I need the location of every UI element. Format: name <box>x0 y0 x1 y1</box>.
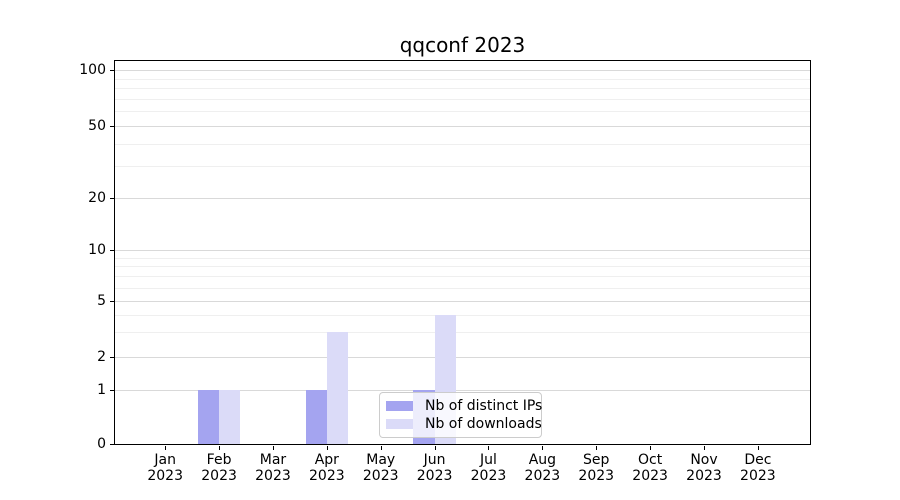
y-tick-mark <box>110 250 114 251</box>
x-axis-tick-label: Jul 2023 <box>470 452 507 484</box>
minor-gridline <box>115 276 810 278</box>
major-gridline <box>115 198 810 199</box>
minor-gridline <box>115 143 810 145</box>
right-spine <box>810 60 811 445</box>
x-axis-tick-label: Nov 2023 <box>686 452 722 484</box>
x-axis-tick-label: Jun 2023 <box>416 452 453 484</box>
x-tick-mark <box>326 446 328 450</box>
x-tick-mark <box>704 446 705 450</box>
bar-distinct-ips <box>305 390 327 444</box>
y-tick-mark <box>110 70 114 71</box>
major-gridline <box>115 250 810 251</box>
y-axis-tick-label: 5 <box>97 293 106 309</box>
minor-gridline <box>115 287 810 289</box>
minor-gridline <box>115 314 810 316</box>
major-gridline <box>115 390 810 391</box>
major-gridline <box>115 70 810 71</box>
minor-gridline <box>115 266 810 268</box>
minor-gridline <box>115 166 810 168</box>
x-axis-line <box>114 444 811 445</box>
x-axis-tick-label: May 2023 <box>362 452 399 484</box>
x-axis-tick-label: Aug 2023 <box>524 452 561 484</box>
legend: Nb of distinct IPs Nb of downloads <box>379 392 542 438</box>
y-tick-mark <box>110 126 114 127</box>
legend-label-distinct-ips: Nb of distinct IPs <box>425 398 543 414</box>
y-tick-mark <box>110 390 114 391</box>
minor-gridline <box>115 88 810 90</box>
legend-swatch-downloads <box>386 419 413 429</box>
x-tick-mark <box>542 446 544 450</box>
x-axis-tick-label: Jan 2023 <box>147 452 183 484</box>
y-axis-tick-label: 10 <box>88 242 106 258</box>
minor-gridline <box>115 332 810 334</box>
x-tick-mark <box>165 446 167 450</box>
minor-gridline <box>115 111 810 113</box>
x-axis-tick-label: Apr 2023 <box>309 452 345 484</box>
chart-title: qqconf 2023 <box>399 33 526 57</box>
bar-downloads <box>326 332 349 444</box>
y-axis-tick-label: 1 <box>97 382 106 398</box>
y-tick-mark <box>110 198 114 199</box>
y-tick-mark <box>110 301 114 302</box>
legend-swatch-distinct-ips <box>386 401 413 411</box>
legend-entry-downloads: Nb of downloads <box>386 416 542 432</box>
minor-gridline <box>115 257 810 259</box>
x-tick-mark <box>650 446 652 450</box>
bar-downloads <box>219 390 241 444</box>
bar-distinct-ips <box>197 390 220 444</box>
left-spine <box>114 60 115 445</box>
minor-gridline <box>115 78 810 80</box>
major-gridline <box>115 301 810 302</box>
x-tick-mark <box>434 446 436 450</box>
major-gridline <box>115 126 810 127</box>
x-axis-tick-label: Oct 2023 <box>632 452 668 484</box>
x-tick-mark <box>757 446 759 450</box>
y-tick-mark <box>110 357 114 358</box>
x-axis-tick-label: Mar 2023 <box>255 452 291 484</box>
top-spine <box>114 60 811 61</box>
y-axis-tick-label: 0 <box>97 436 106 452</box>
legend-label-downloads: Nb of downloads <box>425 416 542 432</box>
y-axis-tick-label: 20 <box>88 190 106 206</box>
x-tick-mark <box>219 446 221 450</box>
x-axis-tick-label: Dec 2023 <box>740 452 776 484</box>
x-tick-mark <box>272 446 274 450</box>
x-tick-mark <box>488 446 490 450</box>
y-tick-mark <box>110 444 114 445</box>
x-axis-tick-label: Feb 2023 <box>201 452 237 484</box>
y-axis-tick-label: 50 <box>88 118 106 134</box>
plot-area <box>114 60 811 445</box>
legend-entry-distinct-ips: Nb of distinct IPs <box>386 398 542 414</box>
y-axis-tick-label: 2 <box>97 349 106 365</box>
y-axis-tick-label: 100 <box>79 62 106 78</box>
x-axis-tick-label: Sep 2023 <box>578 452 615 484</box>
x-tick-mark <box>380 446 382 450</box>
major-gridline <box>115 357 810 358</box>
minor-gridline <box>115 98 810 100</box>
x-tick-mark <box>596 446 598 450</box>
